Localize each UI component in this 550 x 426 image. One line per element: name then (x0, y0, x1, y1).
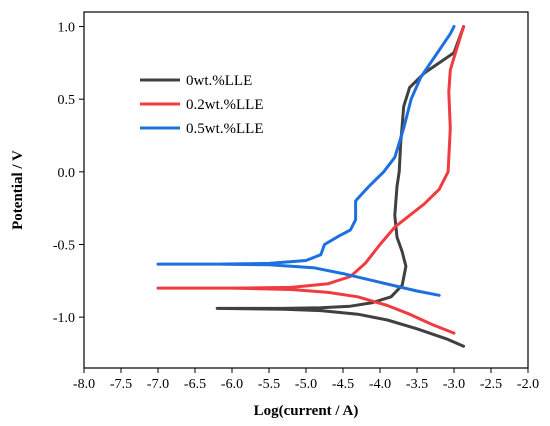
plot-frame (83, 11, 529, 369)
x-tick-label: -6.0 (221, 377, 243, 392)
legend-label-1: 0wt.%LLE (186, 73, 252, 89)
y-tick-label: -0.5 (53, 238, 75, 253)
x-tick-label: -2.5 (480, 377, 502, 392)
x-tick-label: -7.0 (147, 377, 169, 392)
x-tick-label: -5.0 (295, 377, 317, 392)
legend-label-2: 0.2wt.%LLE (186, 97, 263, 113)
x-tick-label: -4.0 (369, 377, 391, 392)
x-tick-label: -2.0 (517, 377, 539, 392)
series-line-3 (156, 25, 456, 297)
axis-ticks: -8.0 -7.5 -7.0 -6.5 -6.0 -5.5 -5.0 -4.5 -4.0 -3.5… (53, 21, 539, 392)
x-tick-label: -6.5 (184, 377, 206, 392)
x-tick-label: -8.0 (73, 377, 95, 392)
y-tick-label: 0.5 (58, 93, 76, 108)
curves (156, 25, 466, 348)
x-tick-label: -5.5 (258, 377, 280, 392)
x-tick-label: -3.5 (406, 377, 428, 392)
y-tick-label: -1.0 (53, 311, 75, 326)
y-axis-label: Potential / V (10, 150, 26, 230)
legend: 0wt.%LLE 0.2wt.%LLE 0.5wt.%LLE (140, 73, 263, 137)
x-tick-label: -4.5 (332, 377, 354, 392)
x-axis-label: Log(current / A) (254, 403, 359, 419)
y-tick-label: 0.0 (58, 166, 76, 181)
x-tick-label: -3.0 (443, 377, 465, 392)
series-line-1 (215, 25, 466, 348)
y-tick-label: 1.0 (58, 21, 76, 36)
x-tick-label: -7.5 (110, 377, 132, 392)
legend-label-3: 0.5wt.%LLE (186, 121, 263, 137)
